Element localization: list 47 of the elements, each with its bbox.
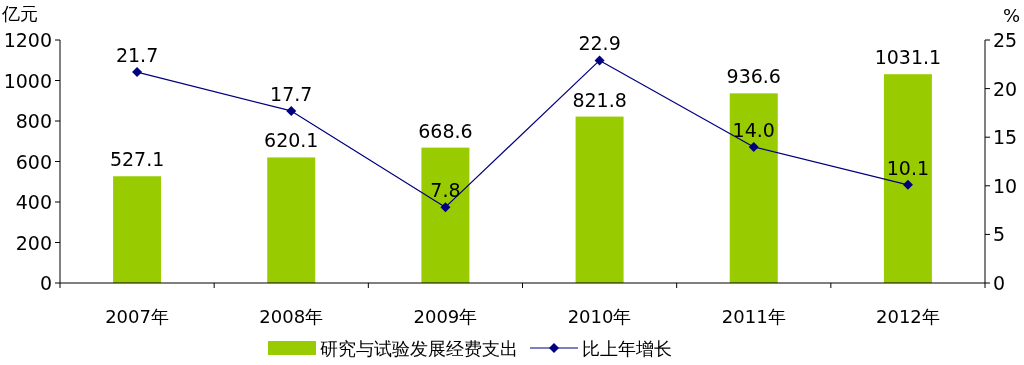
y-tick-label: 800 [15, 110, 52, 132]
data-label: 527.1 [109, 148, 165, 171]
legend-label: 比上年增长 [582, 338, 672, 359]
y-tick-label: 600 [15, 150, 52, 173]
point [440, 202, 451, 213]
point [286, 105, 297, 116]
bar [113, 176, 162, 283]
x-tick-label: 2007年 [105, 306, 169, 327]
y2-axis-title: % [1002, 5, 1020, 26]
data-label: 17.7 [270, 82, 313, 105]
x-tick-label: 2010年 [567, 306, 632, 327]
y2-tick-label: 5 [993, 223, 1006, 246]
x-tick-label: 2008年 [259, 306, 324, 327]
data-label: 21.7 [115, 44, 159, 67]
point [748, 141, 759, 152]
y-tick-label: 200 [15, 231, 52, 254]
bar [575, 116, 624, 283]
data-label: 22.9 [578, 32, 621, 55]
x-tick-label: 2009年 [413, 306, 478, 327]
data-label: 1031.1 [874, 46, 942, 69]
point [594, 55, 605, 66]
y2-tick-label: 10 [993, 174, 1018, 197]
y2-tick-label: 20 [993, 77, 1018, 100]
data-label: 668.6 [418, 119, 473, 142]
data-label: 936.6 [726, 65, 781, 88]
bar [267, 157, 316, 283]
y-axis-title: 亿元 [1, 3, 38, 24]
point [132, 67, 143, 78]
y-tick-label: 0 [39, 272, 52, 294]
legend-label: 研究与试验发展经费支出 [320, 338, 518, 359]
bar [421, 147, 470, 283]
data-label: 620.1 [264, 129, 319, 152]
data-label: 821.8 [572, 88, 627, 111]
bar [729, 93, 778, 283]
y2-tick-label: 15 [993, 126, 1018, 149]
bar [883, 74, 932, 283]
y-tick-label: 400 [15, 191, 52, 213]
x-tick-label: 2012年 [876, 306, 940, 327]
data-label: 10.1 [886, 156, 930, 179]
y2-tick-label: 0 [993, 272, 1006, 294]
data-label: 14.0 [732, 118, 775, 141]
y2-tick-label: 25 [993, 29, 1018, 51]
y-tick-label: 1000 [3, 69, 52, 92]
y-tick-label: 1200 [3, 29, 52, 51]
point [902, 179, 913, 190]
x-tick-label: 2011年 [721, 306, 786, 327]
data-label: 7.8 [430, 179, 461, 202]
